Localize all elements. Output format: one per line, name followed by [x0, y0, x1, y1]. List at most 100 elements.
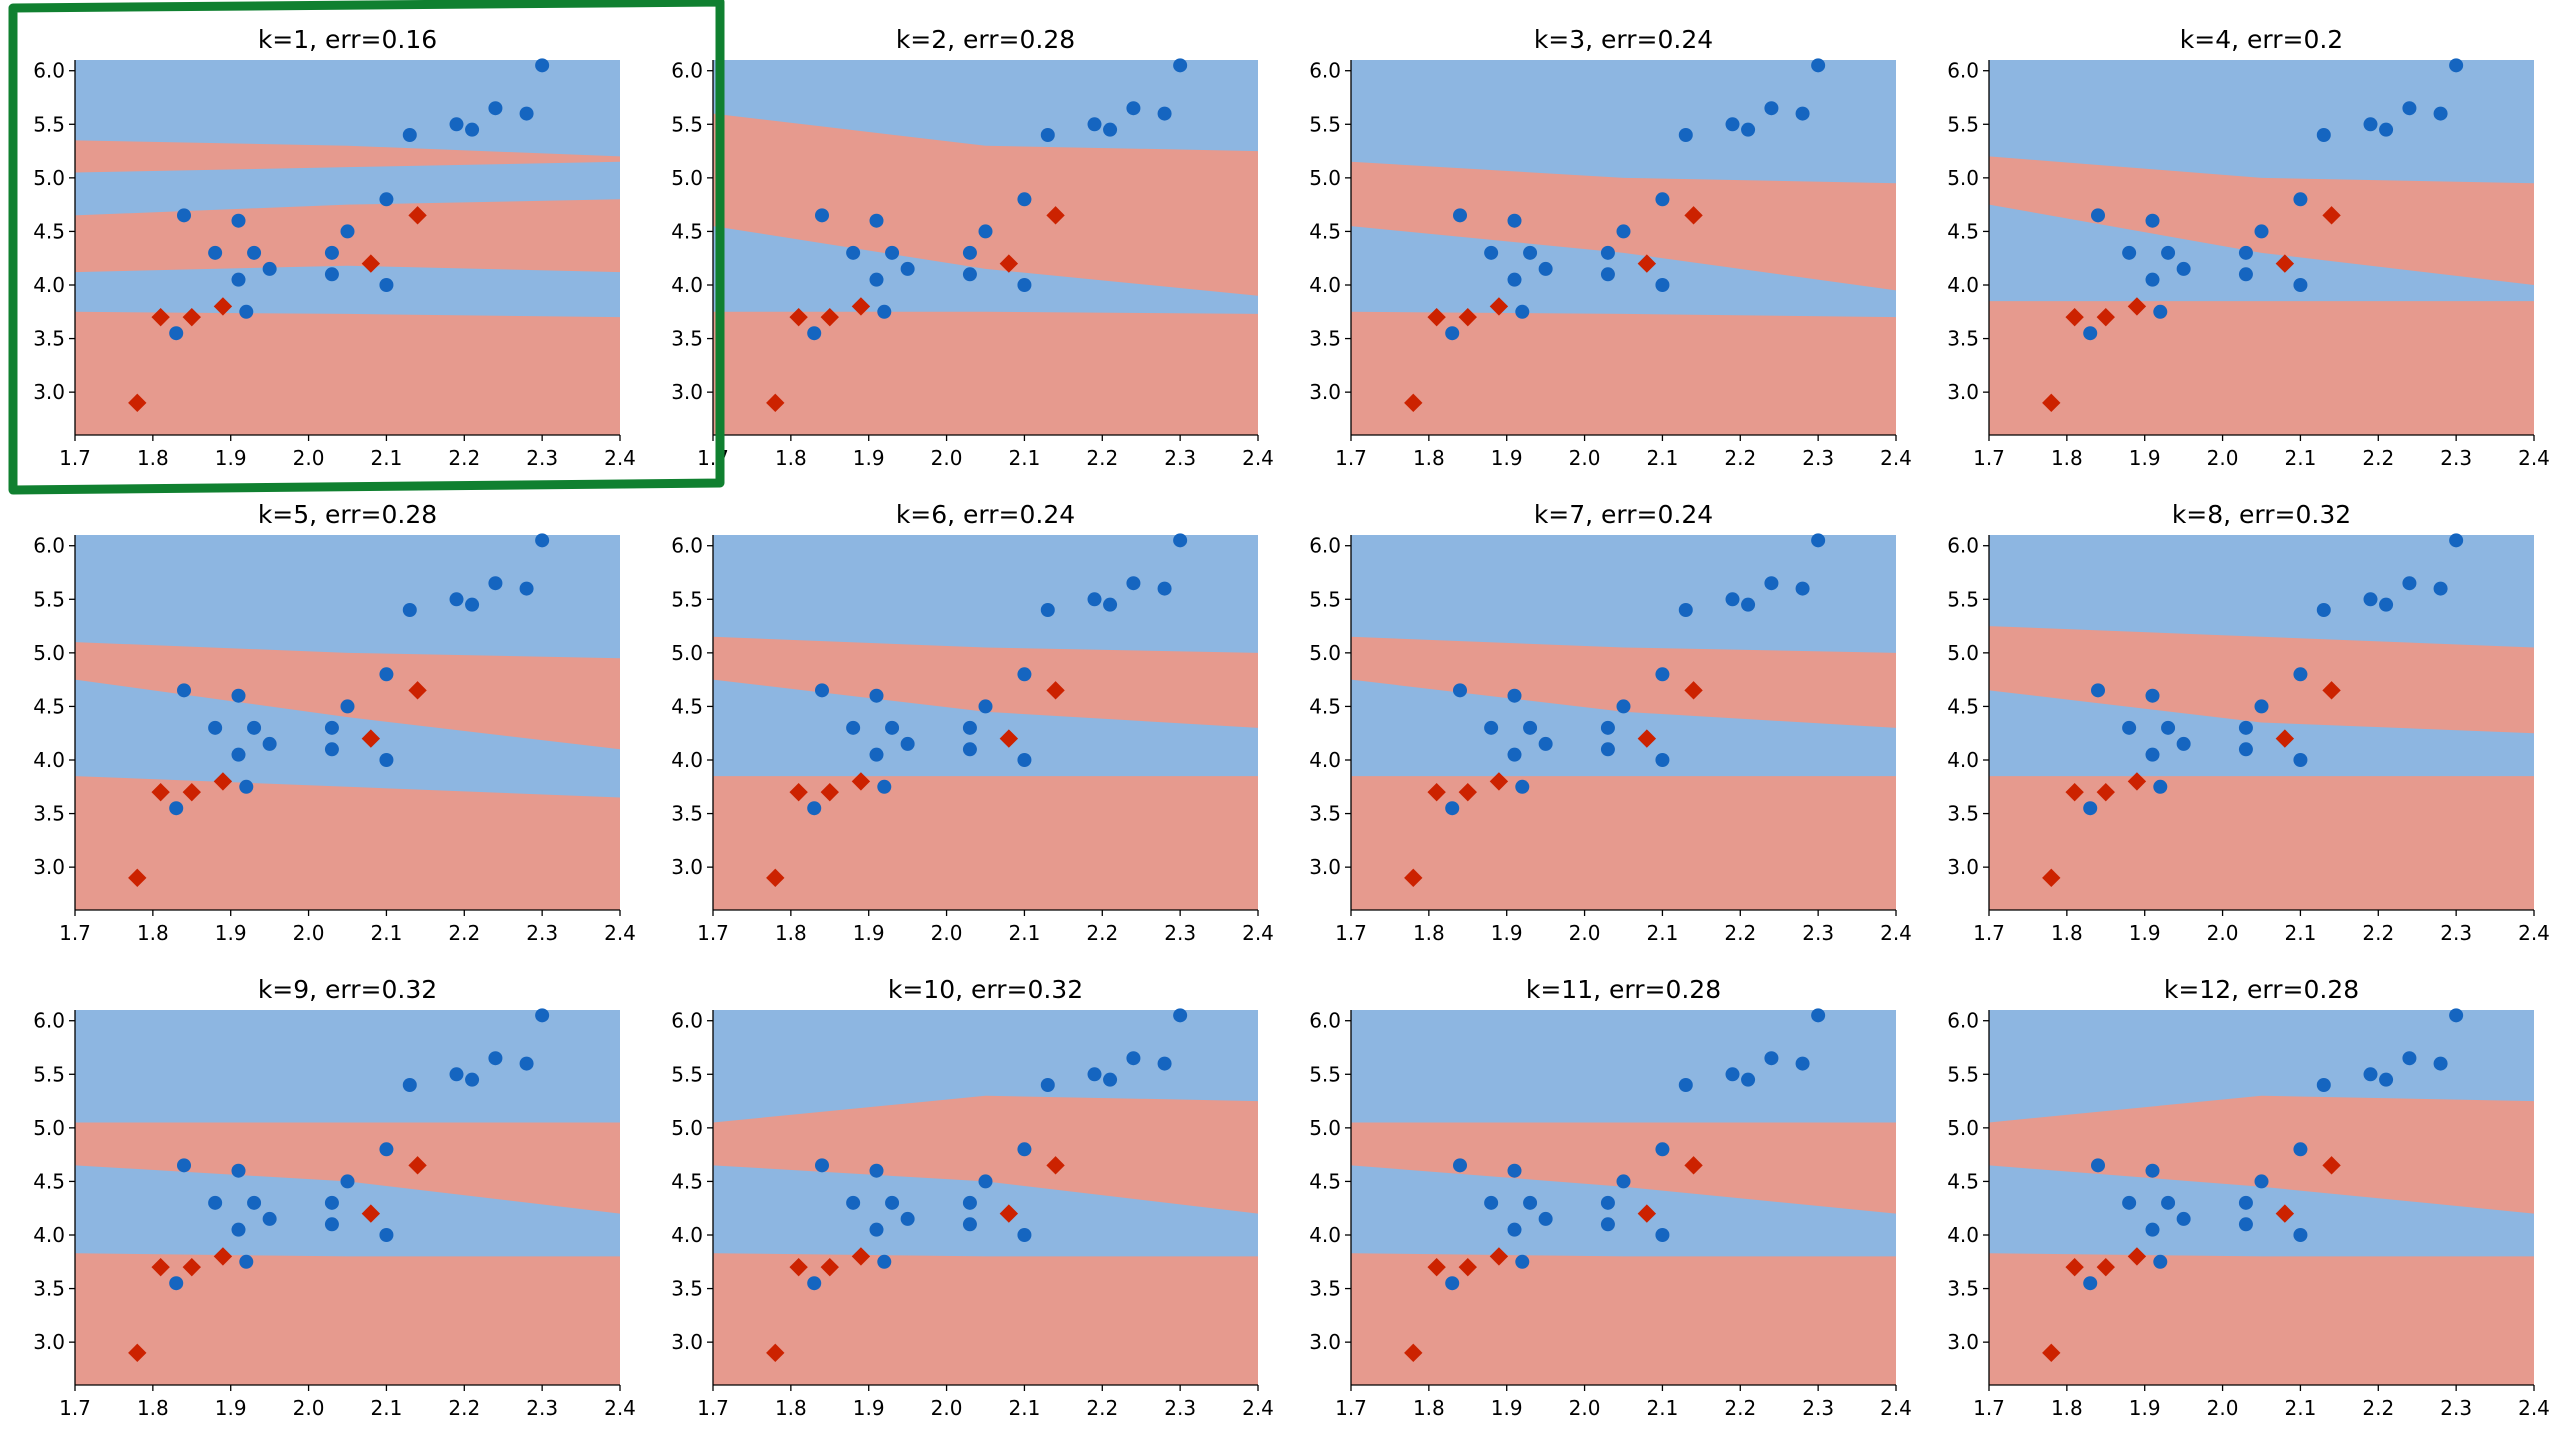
x-tick-label: 1.7	[59, 1396, 91, 1420]
red-class-point	[182, 1257, 201, 1277]
blue-class-point	[1523, 245, 1538, 260]
blue-class-point	[169, 1276, 184, 1291]
blue-class-point	[247, 1195, 262, 1210]
x-tick-label: 2.2	[1086, 1396, 1118, 1420]
blue-class-point	[1515, 1254, 1530, 1269]
blue-class-point	[340, 224, 355, 239]
blue-class-point	[1103, 1072, 1118, 1087]
x-tick-label: 2.0	[2207, 1396, 2239, 1420]
blue-class-point	[869, 747, 884, 762]
blue-class-point	[1764, 576, 1779, 591]
blue-class-point	[2122, 1195, 2137, 1210]
red-class-point	[213, 1247, 233, 1266]
red-class-point	[851, 1247, 871, 1266]
blue-class-point	[2238, 1217, 2253, 1232]
x-tick-label: 1.8	[2051, 921, 2083, 945]
red-class-point	[789, 1257, 808, 1277]
red-class-point	[2275, 254, 2295, 273]
y-tick-label: 5.5	[671, 1062, 703, 1086]
y-tick-label: 5.5	[671, 587, 703, 611]
x-tick-label: 1.7	[1973, 921, 2005, 945]
x-tick-label: 2.4	[1242, 921, 1274, 945]
blue-class-point	[239, 779, 254, 794]
x-tick-label: 1.7	[1973, 446, 2005, 470]
blue-class-point	[247, 720, 262, 735]
blue-class-point	[2254, 1174, 2269, 1189]
blue-class-point	[519, 1056, 534, 1071]
x-tick-label: 2.4	[2518, 1396, 2550, 1420]
red-class-point	[2322, 206, 2341, 225]
subplot-panel: 1.7 1.8 1.9 2.0 2.1 2.2 2.3 2.43.03.54.04.55.05…	[33, 25, 636, 470]
subplot-title: k=4, err=0.2	[2180, 25, 2343, 54]
blue-class-point	[402, 603, 417, 617]
red-class-point	[182, 782, 201, 802]
red-class-point	[2065, 782, 2084, 802]
x-tick-label: 2.0	[1569, 921, 1601, 945]
x-tick-label: 2.1	[2285, 921, 2317, 945]
red-class-point	[213, 297, 233, 316]
y-tick-label: 3.0	[1947, 855, 1979, 879]
y-tick-label: 4.0	[1947, 1223, 1979, 1247]
blue-class-point	[1507, 688, 1522, 703]
x-tick-label: 2.4	[2518, 446, 2550, 470]
blue-class-point	[815, 208, 829, 223]
y-tick-label: 6.0	[1947, 1009, 1979, 1033]
x-tick-label: 2.3	[526, 446, 558, 470]
subplot-title: k=6, err=0.24	[896, 500, 1075, 529]
blue-class-point	[2449, 1008, 2464, 1023]
red-class-point	[851, 297, 871, 316]
x-tick-label: 2.2	[1086, 446, 1118, 470]
y-tick-label: 5.0	[33, 1116, 65, 1140]
y-tick-label: 5.5	[33, 587, 65, 611]
red-class-point	[2096, 1257, 2115, 1277]
blue-class-point	[1173, 58, 1188, 73]
blue-class-point	[1616, 699, 1631, 714]
x-tick-label: 1.7	[59, 921, 91, 945]
red-class-point	[820, 1257, 839, 1277]
x-tick-label: 2.0	[2207, 446, 2239, 470]
y-tick-label: 6.0	[1309, 59, 1341, 83]
x-tick-label: 1.7	[1973, 1396, 2005, 1420]
y-tick-label: 5.5	[33, 1062, 65, 1086]
blue-class-point	[379, 278, 394, 292]
blue-class-point	[1741, 1072, 1756, 1087]
subplot-panel: 1.7 1.8 1.9 2.0 2.1 2.2 2.3 2.43.03.54.04.55.05…	[1309, 500, 1912, 945]
blue-class-point	[1445, 801, 1460, 816]
red-class-point	[789, 307, 808, 327]
blue-class-point	[1173, 1008, 1188, 1023]
subplot-panel: 1.7 1.8 1.9 2.0 2.1 2.2 2.3 2.43.03.54.04.55.05…	[671, 25, 1274, 470]
blue-class-point	[262, 736, 277, 751]
subplot-panel: 1.7 1.8 1.9 2.0 2.1 2.2 2.3 2.43.03.54.04.55.05…	[1309, 25, 1912, 470]
y-tick-label: 4.5	[33, 219, 65, 243]
red-class-point	[1427, 307, 1446, 327]
blue-class-point	[1795, 1056, 1810, 1071]
blue-class-point	[1017, 192, 1032, 207]
x-tick-label: 2.3	[2440, 446, 2472, 470]
subplot-title: k=7, err=0.24	[1534, 500, 1713, 529]
blue-class-point	[2083, 801, 2098, 816]
blue-class-point	[2402, 576, 2417, 591]
y-tick-label: 3.0	[671, 380, 703, 404]
blue-class-point	[262, 261, 277, 276]
blue-class-point	[1741, 597, 1756, 612]
y-tick-label: 4.0	[1947, 273, 1979, 297]
x-tick-label: 1.8	[2051, 446, 2083, 470]
y-tick-label: 5.5	[1947, 587, 1979, 611]
x-tick-label: 2.0	[1569, 446, 1601, 470]
blue-class-point	[2145, 747, 2160, 762]
blue-class-point	[1507, 272, 1522, 287]
y-tick-label: 3.0	[1309, 855, 1341, 879]
x-tick-label: 1.9	[853, 1396, 885, 1420]
blue-class-point	[177, 208, 191, 223]
blue-class-point	[379, 667, 394, 682]
x-tick-label: 2.1	[1647, 446, 1679, 470]
blue-class-point	[2254, 224, 2269, 239]
x-tick-label: 2.4	[2518, 921, 2550, 945]
x-tick-label: 2.1	[1009, 446, 1041, 470]
decision-region	[1989, 776, 2534, 910]
y-tick-label: 5.5	[1947, 1062, 1979, 1086]
blue-class-point	[1538, 261, 1553, 276]
y-tick-label: 3.0	[1309, 1330, 1341, 1354]
blue-class-point	[2122, 245, 2137, 260]
blue-class-point	[877, 304, 892, 319]
